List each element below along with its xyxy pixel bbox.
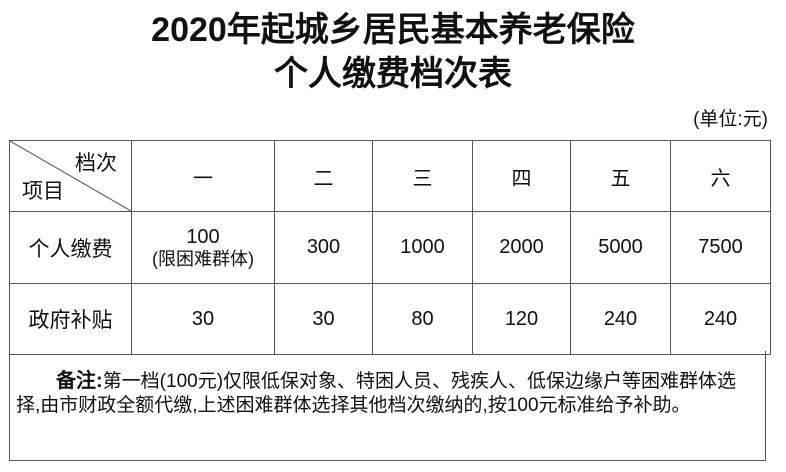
column-header: 四 xyxy=(472,140,571,212)
header-row: 档次 项目 一 二 三 四 五 六 xyxy=(9,140,771,212)
row-label: 个人缴费 xyxy=(9,211,132,284)
table-cell: 30 xyxy=(274,283,373,355)
table-cell: 7500 xyxy=(670,211,771,284)
table-cell: 120 xyxy=(472,283,571,355)
table-cell: 240 xyxy=(670,283,771,355)
row-label: 政府补贴 xyxy=(9,283,132,355)
table-row: 政府补贴 30 30 80 120 240 240 xyxy=(9,283,771,355)
table-cell: 5000 xyxy=(570,211,671,284)
page-subtitle: 个人缴费档次表 xyxy=(274,55,512,93)
table-cell: 240 xyxy=(570,283,671,355)
page-title: 2020年起城乡居民基本养老保险 xyxy=(151,11,635,49)
table-cell: 2000 xyxy=(472,211,571,284)
remark-label: 备注: xyxy=(56,370,103,392)
remark-text: 第一档(100元)仅限低保对象、特困人员、残疾人、低保边缘户等困难群体选择,由市… xyxy=(16,371,737,416)
contribution-table: 档次 项目 一 二 三 四 五 六 个人缴费 100 (限困难群体) 300 10… xyxy=(9,140,771,355)
column-header: 三 xyxy=(372,140,473,212)
diagonal-divider xyxy=(10,141,131,211)
cell-value: 100 xyxy=(186,226,220,248)
corner-tier-label: 档次 xyxy=(75,152,117,175)
table-cell: 80 xyxy=(372,283,473,355)
table-cell: 30 xyxy=(131,283,275,355)
unit-label: (单位:元) xyxy=(693,109,768,130)
column-header: 五 xyxy=(570,140,671,212)
corner-item-label: 项目 xyxy=(22,180,64,203)
table-cell: 300 xyxy=(274,211,373,284)
table-cell: 100 (限困难群体) xyxy=(131,211,275,284)
column-header: 二 xyxy=(274,140,373,212)
table-row: 个人缴费 100 (限困难群体) 300 1000 2000 5000 7500 xyxy=(9,211,771,284)
column-header: 六 xyxy=(670,140,771,212)
table-cell: 1000 xyxy=(372,211,473,284)
remark-box: 备注:第一档(100元)仅限低保对象、特困人员、残疾人、低保边缘户等困难群体选择… xyxy=(9,351,766,461)
corner-cell: 档次 项目 xyxy=(9,140,132,212)
cell-note: (限困难群体) xyxy=(152,249,254,269)
column-header: 一 xyxy=(131,140,275,212)
